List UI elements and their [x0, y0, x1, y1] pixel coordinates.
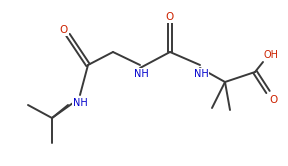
Text: NH: NH	[134, 69, 148, 79]
Text: O: O	[270, 95, 278, 105]
Text: O: O	[166, 12, 174, 22]
Text: OH: OH	[264, 50, 278, 60]
Text: NH: NH	[194, 69, 209, 79]
Text: NH: NH	[73, 98, 87, 108]
Text: O: O	[60, 25, 68, 35]
